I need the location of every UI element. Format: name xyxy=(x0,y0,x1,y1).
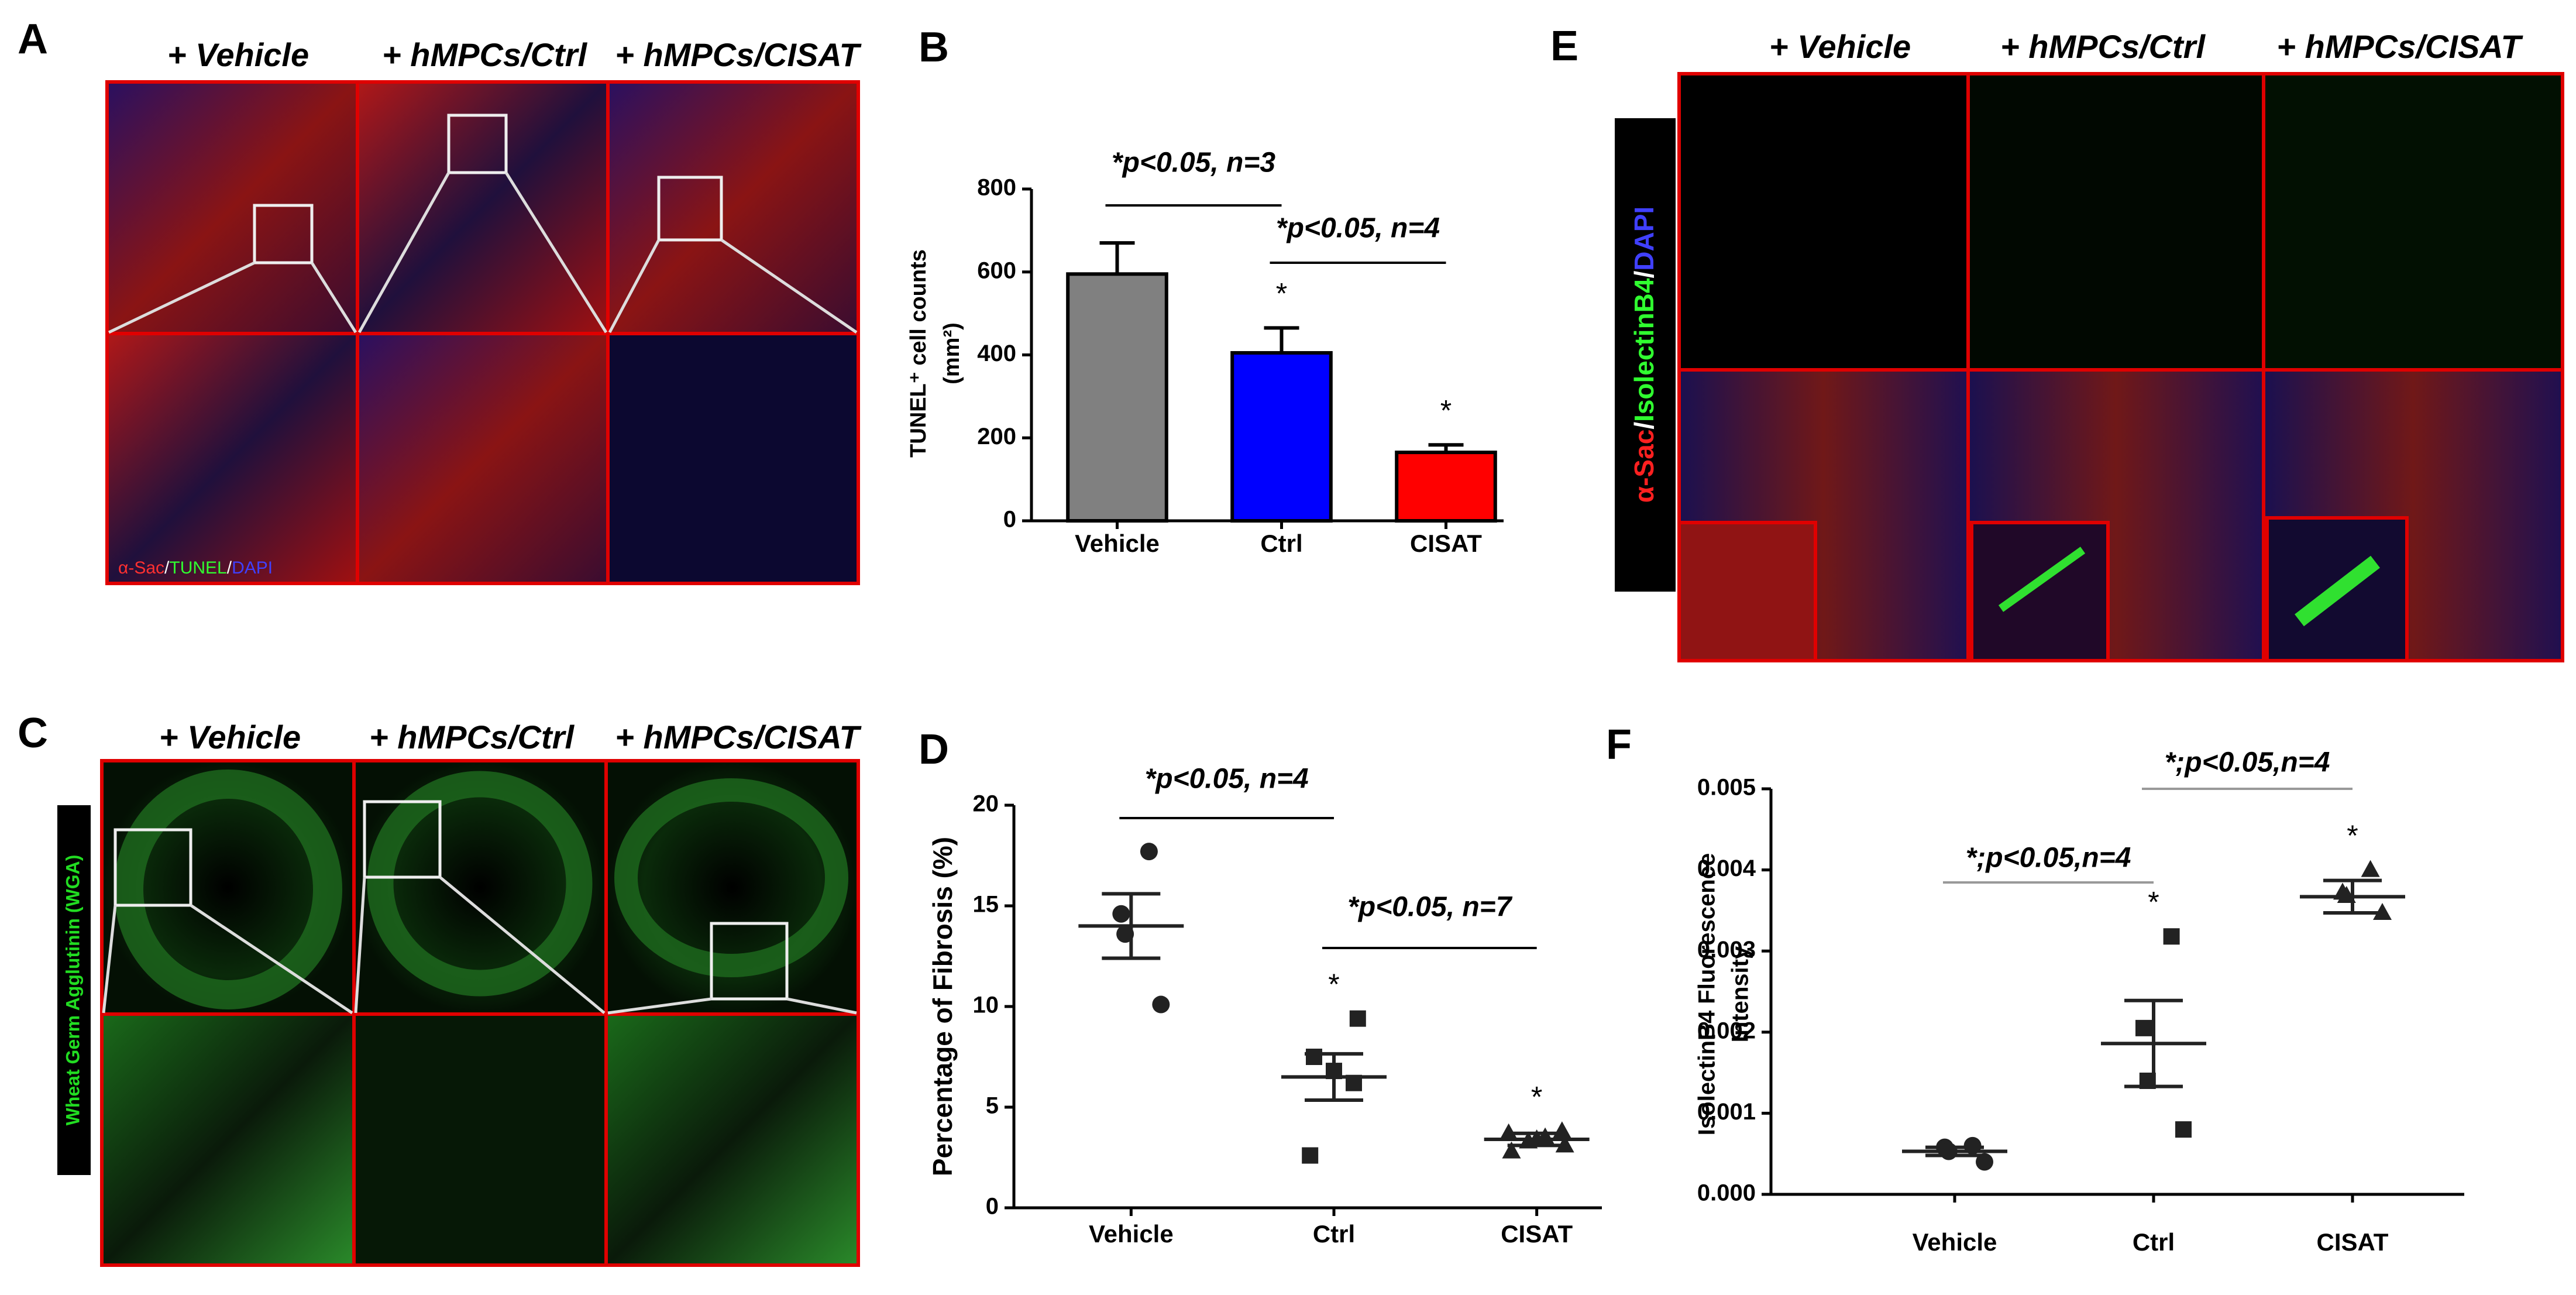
column-header: + hMPCs/Ctrl xyxy=(369,719,575,755)
point xyxy=(1112,905,1130,923)
annotation: *p<0.05, n=4 xyxy=(1276,213,1440,244)
y-tick-label: 0.001 xyxy=(1697,1099,1756,1125)
stain-part: / xyxy=(1629,422,1659,430)
stain-label: Wheat Germ Agglutinin (WGA) xyxy=(62,855,83,1126)
y-tick-label: 0.005 xyxy=(1697,775,1756,801)
point xyxy=(1349,1010,1366,1027)
significance-mark: * xyxy=(2347,819,2358,852)
panel-label: E xyxy=(1550,23,1578,70)
y-axis-label: Intensity xyxy=(1728,946,1753,1042)
stain-part: IsolectinB4 xyxy=(1629,278,1659,422)
y-tick-label: 600 xyxy=(977,257,1016,283)
point xyxy=(1976,1153,1993,1171)
significance-mark: * xyxy=(1276,277,1287,310)
point xyxy=(1502,1141,1521,1159)
point xyxy=(1302,1147,1319,1164)
column-header: + Vehicle xyxy=(159,719,301,755)
stain-part: / xyxy=(164,558,170,578)
significance-mark: * xyxy=(2148,885,2159,918)
panel-label: A xyxy=(18,16,48,63)
y-tick-label: 20 xyxy=(973,791,999,817)
micrographs-c xyxy=(100,759,860,1267)
column-header: + hMPCs/CISAT xyxy=(615,36,862,73)
annotation: *;p<0.05,n=4 xyxy=(2165,747,2330,778)
x-tick-label: Vehicle xyxy=(1075,530,1160,557)
panel-label: C xyxy=(18,710,48,757)
significance-mark: * xyxy=(1440,394,1452,427)
x-tick-label: CISAT xyxy=(2317,1228,2389,1256)
y-tick-label: 0.003 xyxy=(1697,937,1756,963)
point xyxy=(2361,860,2380,877)
annotation: *;p<0.05,n=4 xyxy=(1966,843,2131,874)
column-header: + hMPCs/CISAT xyxy=(2276,28,2523,65)
panel-label: B xyxy=(919,24,949,71)
point xyxy=(2163,928,2180,945)
point xyxy=(1140,843,1158,861)
column-header: + hMPCs/Ctrl xyxy=(382,36,587,73)
bar xyxy=(1066,272,1168,523)
stain-part: DAPI xyxy=(1629,207,1659,271)
x-tick-label: CISAT xyxy=(1410,530,1482,557)
y-tick-label: 0.002 xyxy=(1697,1018,1756,1043)
stain-part: α-Sac xyxy=(1629,430,1659,503)
bar xyxy=(1395,451,1497,523)
x-tick-label: Ctrl xyxy=(2133,1228,2175,1256)
panel-label: F xyxy=(1606,722,1632,768)
y-tick-label: 400 xyxy=(977,341,1016,366)
annotation: *p<0.05, n=3 xyxy=(1112,147,1275,178)
y-axis-label: Percentage of Fibrosis (%) xyxy=(927,837,958,1176)
y-tick-label: 5 xyxy=(986,1093,999,1119)
y-axis-label: IsolectinB4 Fluorescence xyxy=(1694,853,1720,1135)
stain-label: α-Sac/TUNEL/DAPI xyxy=(118,558,273,578)
column-header: + Vehicle xyxy=(167,36,309,73)
stain-part: / xyxy=(1629,271,1659,279)
y-axis-label: TUNEL⁺ cell counts xyxy=(906,249,931,458)
y-tick-label: 0.000 xyxy=(1697,1180,1756,1206)
significance-mark: * xyxy=(1328,968,1339,1001)
x-tick-label: Ctrl xyxy=(1260,530,1302,557)
annotation: *p<0.05, n=7 xyxy=(1347,892,1512,923)
x-tick-label: Vehicle xyxy=(1089,1220,1174,1248)
y-tick-label: 0.004 xyxy=(1697,856,1756,881)
stain-label-box xyxy=(57,805,91,1175)
stain-part: DAPI xyxy=(232,558,273,578)
bar xyxy=(1230,351,1333,523)
stain-label: α-Sac/IsolectinB4/DAPI xyxy=(1629,207,1659,503)
y-tick-label: 10 xyxy=(973,992,999,1018)
stain-part: TUNEL xyxy=(169,558,226,578)
stain-part: / xyxy=(227,558,232,578)
x-tick-label: Vehicle xyxy=(1913,1228,1997,1256)
column-header: + hMPCs/CISAT xyxy=(615,719,862,755)
point xyxy=(2175,1121,2192,1138)
micrographs-a xyxy=(105,80,860,585)
significance-mark: * xyxy=(1531,1080,1542,1113)
column-header: + hMPCs/Ctrl xyxy=(2000,28,2206,65)
point xyxy=(1306,1049,1322,1065)
column-header: + Vehicle xyxy=(1769,28,1911,65)
y-axis-label: (mm²) xyxy=(940,322,964,384)
micrographs-e xyxy=(1677,72,2564,662)
y-tick-label: 0 xyxy=(986,1194,999,1220)
point xyxy=(1152,995,1170,1014)
x-tick-label: CISAT xyxy=(1501,1220,1573,1248)
stain-label-box xyxy=(1615,118,1676,592)
point xyxy=(2135,1019,2152,1036)
y-tick-label: 800 xyxy=(977,175,1016,201)
panel-label: D xyxy=(919,726,949,773)
y-tick-label: 0 xyxy=(1003,507,1016,533)
x-tick-label: Ctrl xyxy=(1313,1220,1355,1248)
stain-part: α-Sac xyxy=(118,558,164,578)
point xyxy=(2373,903,2392,920)
annotation: *p<0.05, n=4 xyxy=(1145,764,1309,795)
y-tick-label: 200 xyxy=(977,424,1016,449)
y-tick-label: 15 xyxy=(973,892,999,918)
